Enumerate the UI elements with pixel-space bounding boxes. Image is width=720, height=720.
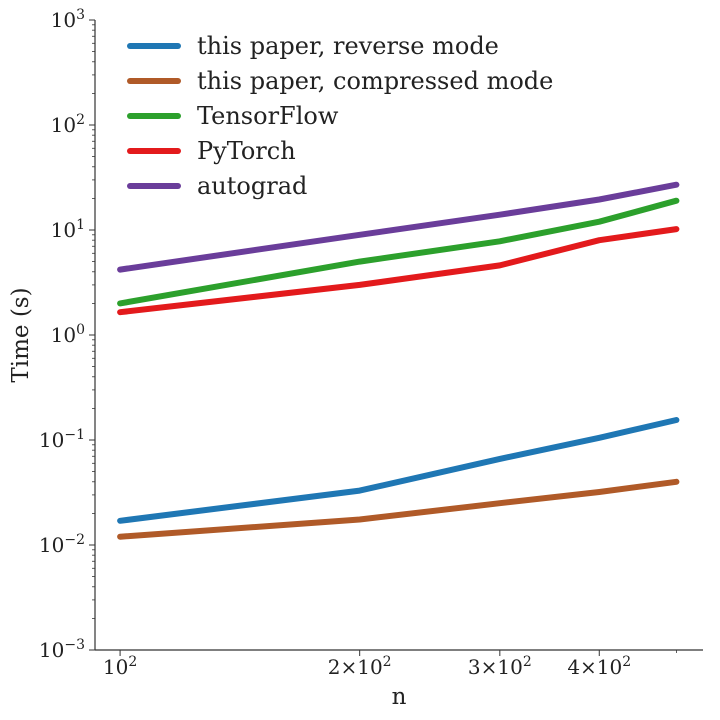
y-tick-label: 102 <box>51 112 85 137</box>
legend-label-3: PyTorch <box>197 137 296 165</box>
y-tick-label: 10−1 <box>39 427 85 452</box>
series-line-4 <box>117 181 680 273</box>
x-tick-label: 102 <box>103 654 137 679</box>
legend-label-4: autograd <box>197 172 307 200</box>
y-tick-label: 10−2 <box>39 532 85 557</box>
series-lines <box>117 181 680 540</box>
y-axis-title: Time (s) <box>8 287 34 382</box>
y-tick-label: 10−3 <box>39 637 85 662</box>
y-tick-label: 101 <box>51 217 85 242</box>
legend-label-2: TensorFlow <box>197 102 339 130</box>
legend-label-0: this paper, reverse mode <box>197 32 499 60</box>
y-tick-label: 103 <box>51 7 85 32</box>
series-line-3 <box>117 226 680 316</box>
legend-label-1: this paper, compressed mode <box>197 67 553 95</box>
axes <box>94 20 703 651</box>
series-line-1 <box>117 478 680 540</box>
x-tick-label: 2×102 <box>328 654 392 679</box>
x-axis-title: n <box>392 684 407 710</box>
legend: this paper, reverse mode this paper, comp… <box>127 32 553 200</box>
x-tick-label: 3×102 <box>468 654 532 679</box>
y-axis-ticks: 10−3 10−2 10−1 100 101 102 103 <box>39 7 95 662</box>
series-line-2 <box>117 197 680 307</box>
y-tick-label: 100 <box>51 322 85 347</box>
series-line-0 <box>117 417 680 524</box>
x-axis-ticks: 102 2×102 3×102 4×102 <box>103 650 677 679</box>
x-tick-label: 4×102 <box>567 654 631 679</box>
